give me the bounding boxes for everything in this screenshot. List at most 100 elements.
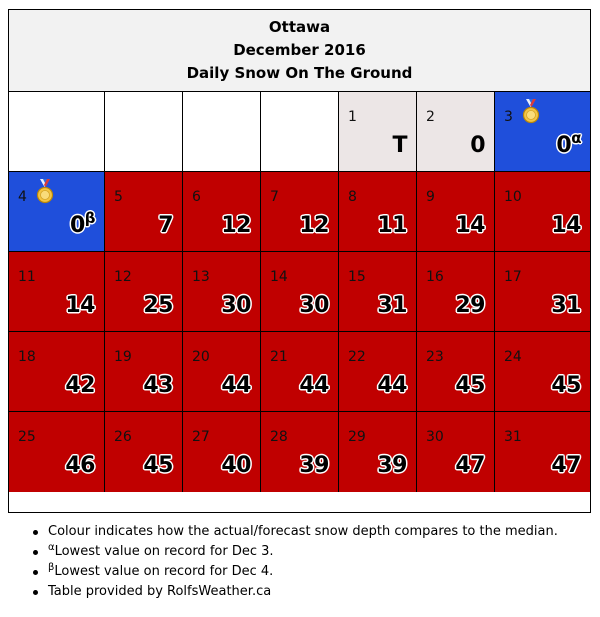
- snow-depth-number: 45: [143, 453, 173, 478]
- medal-icon: [36, 179, 54, 204]
- snow-depth-value: 31: [377, 293, 407, 318]
- day-number: 19: [114, 349, 132, 365]
- empty-day-cell: [261, 92, 339, 172]
- snow-depth-number: 25: [143, 293, 173, 318]
- day-cell-17: 17 31: [495, 252, 590, 332]
- day-cell-19: 19 43: [105, 332, 183, 412]
- day-number: 17: [504, 269, 522, 285]
- snow-depth-number: 44: [377, 373, 407, 398]
- snow-depth-value: 14: [551, 213, 581, 238]
- day-number: 12: [114, 269, 132, 285]
- note-item: βLowest value on record for Dec 4.: [8, 562, 598, 582]
- day-number: 7: [270, 189, 279, 205]
- snow-depth-value: 40: [221, 453, 251, 478]
- day-cell-25: 25 46: [9, 412, 105, 492]
- snow-depth-value: 44: [377, 373, 407, 398]
- day-number: 23: [426, 349, 444, 365]
- note-footnote-marker: β: [48, 562, 55, 573]
- day-number: 31: [504, 429, 522, 445]
- empty-day-cell: [9, 92, 105, 172]
- day-number: 6: [192, 189, 201, 205]
- note-item: Table provided by RolfsWeather.ca: [8, 582, 598, 602]
- snow-depth-value: T: [392, 133, 407, 158]
- day-number: 2: [426, 109, 435, 125]
- day-number: 26: [114, 429, 132, 445]
- snow-depth-number: 11: [377, 213, 407, 238]
- day-cell-8: 8 11: [339, 172, 417, 252]
- snow-depth-value: 45: [551, 373, 581, 398]
- snow-depth-number: T: [392, 133, 407, 158]
- snow-depth-value: 29: [455, 293, 485, 318]
- snow-depth-number: 7: [158, 213, 173, 238]
- day-cell-13: 13 30: [183, 252, 261, 332]
- snow-depth-number: 0: [69, 213, 85, 238]
- snow-depth-value: 30: [221, 293, 251, 318]
- snow-depth-number: 14: [65, 293, 95, 318]
- note-text: Colour indicates how the actual/forecast…: [48, 524, 558, 539]
- note-text: Lowest value on record for Dec 3.: [54, 544, 274, 559]
- day-cell-29: 29 39: [339, 412, 417, 492]
- record-footnote-marker: β: [84, 209, 96, 227]
- day-number: 30: [426, 429, 444, 445]
- day-cell-30: 30 47: [417, 412, 495, 492]
- snow-depth-value: 45: [455, 373, 485, 398]
- day-number: 27: [192, 429, 210, 445]
- day-cell-24: 24 45: [495, 332, 590, 412]
- record-footnote-marker: α: [571, 129, 581, 147]
- day-cell-15: 15 31: [339, 252, 417, 332]
- day-cell-21: 21 44: [261, 332, 339, 412]
- snow-depth-value: 39: [299, 453, 329, 478]
- day-cell-16: 16 29: [417, 252, 495, 332]
- day-number: 11: [18, 269, 36, 285]
- month-title: December 2016: [233, 41, 366, 59]
- day-cell-27: 27 40: [183, 412, 261, 492]
- snow-depth-number: 0: [556, 133, 572, 158]
- day-cell-18: 18 42: [9, 332, 105, 412]
- note-item: αLowest value on record for Dec 3.: [8, 542, 598, 562]
- day-number: 15: [348, 269, 366, 285]
- snow-depth-number: 44: [299, 373, 329, 398]
- day-cell-11: 11 14: [9, 252, 105, 332]
- day-number: 4: [18, 189, 27, 205]
- day-number: 24: [504, 349, 522, 365]
- day-cell-4: 4 0β: [9, 172, 105, 252]
- note-item: Colour indicates how the actual/forecast…: [8, 522, 598, 542]
- day-cell-9: 9 14: [417, 172, 495, 252]
- day-number: 16: [426, 269, 444, 285]
- snow-depth-value: 47: [455, 453, 485, 478]
- day-number: 28: [270, 429, 288, 445]
- calendar-header: Ottawa December 2016 Daily Snow On The G…: [9, 10, 590, 92]
- day-number: 18: [18, 349, 36, 365]
- day-cell-31: 31 47: [495, 412, 590, 492]
- snow-depth-value: 14: [65, 293, 95, 318]
- day-cell-26: 26 45: [105, 412, 183, 492]
- empty-day-cell: [183, 92, 261, 172]
- snow-depth-value: 0: [470, 133, 485, 158]
- day-cell-6: 6 12: [183, 172, 261, 252]
- snow-depth-number: 30: [299, 293, 329, 318]
- snow-depth-value: 25: [143, 293, 173, 318]
- day-cell-7: 7 12: [261, 172, 339, 252]
- snow-depth-number: 39: [377, 453, 407, 478]
- snow-depth-number: 43: [143, 373, 173, 398]
- day-number: 3: [504, 109, 513, 125]
- day-number: 21: [270, 349, 288, 365]
- snow-depth-value: 44: [221, 373, 251, 398]
- day-number: 1: [348, 109, 357, 125]
- day-number: 14: [270, 269, 288, 285]
- snow-depth-number: 29: [455, 293, 485, 318]
- snow-depth-number: 31: [551, 293, 581, 318]
- day-number: 25: [18, 429, 36, 445]
- note-footnote-marker: α: [48, 542, 55, 553]
- day-cell-3: 3 0α: [495, 92, 590, 172]
- day-cell-10: 10 14: [495, 172, 590, 252]
- snow-depth-value: 39: [377, 453, 407, 478]
- snow-depth-value: 14: [455, 213, 485, 238]
- snow-depth-value: 11: [377, 213, 407, 238]
- snow-depth-number: 12: [299, 213, 329, 238]
- day-cell-12: 12 25: [105, 252, 183, 332]
- day-number: 5: [114, 189, 123, 205]
- day-cell-20: 20 44: [183, 332, 261, 412]
